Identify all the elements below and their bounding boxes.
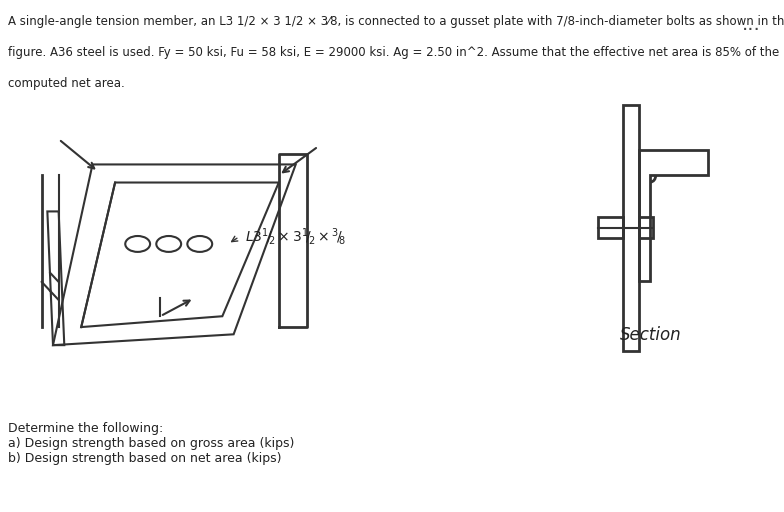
Text: computed net area.: computed net area. <box>8 77 125 90</box>
Text: figure. A36 steel is used. Fy = 50 ksi, Fu = 58 ksi, E = 29000 ksi. Ag = 2.50 in: figure. A36 steel is used. Fy = 50 ksi, … <box>8 46 779 59</box>
Text: Determine the following:
a) Design strength based on gross area (kips)
b) Design: Determine the following: a) Design stren… <box>8 422 294 465</box>
Text: Section: Section <box>619 327 681 345</box>
Text: $L3^1\!/\!_2 \times 3^1\!/\!_2 \times {}^3\!/\!_8$: $L3^1\!/\!_2 \times 3^1\!/\!_2 \times {}… <box>245 226 346 247</box>
Text: A single-angle tension member, an L3 1/2 × 3 1/2 × 3⁄8, is connected to a gusset: A single-angle tension member, an L3 1/2… <box>8 15 784 28</box>
Text: ...: ... <box>742 15 760 34</box>
Bar <box>639 217 653 239</box>
Bar <box>598 217 622 239</box>
